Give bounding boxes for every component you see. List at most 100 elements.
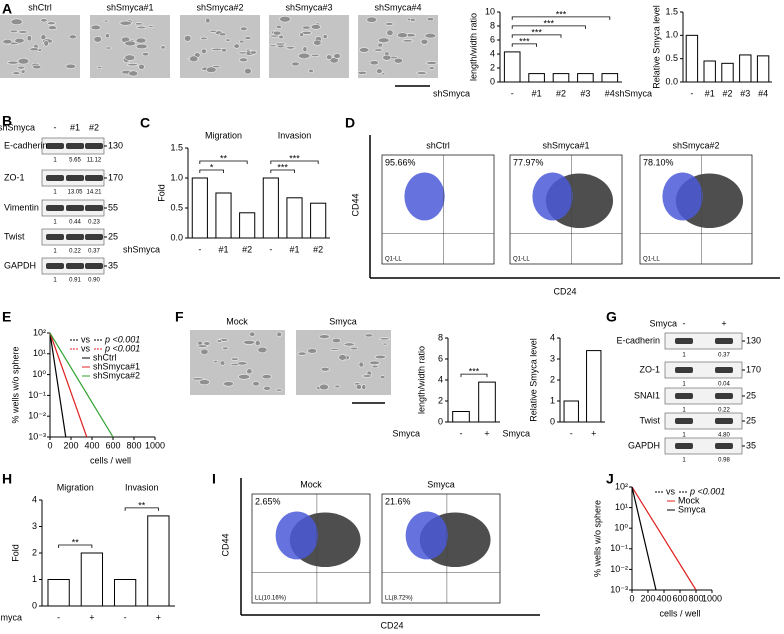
cell [43, 39, 49, 47]
cell [313, 39, 322, 46]
cell [104, 33, 110, 39]
molecular-weight: 130 [108, 140, 123, 150]
cell [231, 357, 239, 361]
band [715, 367, 733, 373]
protein-name: SNAI1 [634, 390, 660, 400]
band [715, 418, 733, 424]
y-tick-label: 10² [33, 327, 46, 337]
image-title: shSmyca#2 [196, 2, 243, 12]
band [675, 367, 693, 373]
molecular-weight: 35 [108, 260, 118, 270]
x-tick-label: #4 [758, 88, 768, 98]
cell [243, 339, 255, 345]
cell [381, 342, 388, 346]
x-tick-label: - [570, 428, 573, 438]
x-tick-label: + [89, 612, 94, 622]
sig-mark: *** [277, 162, 288, 172]
molecular-weight: 55 [108, 202, 118, 212]
quantification: 0.98 [718, 458, 730, 464]
cell [238, 51, 248, 55]
group-label: Migration [57, 482, 94, 492]
molecular-weight: 130 [746, 335, 761, 345]
quantification: 1 [53, 249, 57, 255]
cell [343, 342, 355, 347]
quantification: 0.37 [88, 249, 100, 255]
band [85, 205, 103, 211]
bar [239, 212, 256, 239]
cell [384, 22, 394, 26]
sig-mark: *** [531, 27, 542, 37]
panel-label: H [2, 471, 12, 487]
group-label: Invasion [278, 130, 312, 140]
bar [286, 197, 303, 239]
cell [338, 354, 347, 361]
protein-name: ZO-1 [639, 364, 660, 374]
panel-label: I [212, 471, 216, 487]
cell [239, 39, 245, 44]
blot-header: Smyca [649, 318, 677, 328]
quantification: 5.65 [69, 158, 81, 164]
x-axis-title: cells / well [90, 455, 131, 465]
protein-name: E-cadherin [616, 335, 660, 345]
y-tick-label: 2 [438, 395, 443, 405]
sig-bracket [270, 160, 319, 164]
image-title: Smyca [329, 316, 357, 326]
y-tick-label: 2 [550, 374, 555, 384]
cell [379, 337, 391, 341]
y-tick-label: 10 [485, 6, 495, 16]
cell [7, 60, 19, 65]
y-tick-label: 10⁻¹ [610, 543, 628, 553]
quantification: 0.91 [69, 278, 81, 284]
cell [205, 17, 211, 24]
cell [200, 36, 208, 41]
gate-name: LL(8.72%) [385, 596, 413, 602]
image-title: shSmyca#1 [106, 2, 153, 12]
x-tick-label: #1 [218, 244, 228, 254]
cell [126, 63, 139, 67]
x-axis-title: Smyca [0, 612, 22, 622]
y-tick-label: 2 [490, 62, 495, 72]
y-tick-label: 6 [490, 34, 495, 44]
series-line [631, 486, 697, 591]
gate-name: Q1-LL [643, 257, 660, 263]
cell [9, 29, 18, 33]
cell [236, 361, 248, 366]
protein-name: E-cadherin [4, 140, 48, 150]
y-axis-title: length/width ratio [416, 346, 426, 414]
molecular-weight: 25 [108, 231, 118, 241]
x-tick-label: #2 [722, 88, 732, 98]
y-tick-label: 10⁰ [614, 523, 628, 533]
cell [225, 38, 231, 42]
band [715, 338, 733, 344]
gate-percent: 2.65% [255, 496, 281, 506]
quantification: 1 [53, 190, 57, 196]
y-tick-label: 6 [438, 353, 443, 363]
gate-name: LL(10.16%) [255, 596, 286, 602]
cell [322, 34, 328, 39]
cell [26, 35, 32, 42]
y-axis-title: Relative Smyca level [651, 5, 661, 89]
y-tick-label: 0 [438, 416, 443, 426]
y-tick-label: 10⁻² [28, 411, 46, 421]
x-tick-label: #2 [313, 244, 323, 254]
y-tick-label: 1.5 [170, 142, 183, 152]
cell [212, 65, 221, 68]
cell [393, 57, 403, 64]
bar [563, 400, 579, 423]
x-tick-label: #3 [580, 88, 590, 98]
sig-mark: ** [72, 537, 80, 547]
bar [552, 73, 570, 83]
axis-label: CD24 [380, 620, 403, 630]
cell [291, 61, 300, 67]
y-tick-label: 1.0 [170, 172, 183, 182]
band [66, 263, 84, 269]
y-tick-label: 0 [490, 76, 495, 86]
bar [503, 51, 521, 83]
cell [93, 36, 102, 43]
bar [703, 60, 716, 83]
legend-text: Smyca [678, 504, 706, 514]
micrograph [180, 15, 260, 78]
band [675, 338, 693, 344]
y-tick-label: 10⁻³ [28, 431, 46, 441]
bar [528, 73, 545, 83]
